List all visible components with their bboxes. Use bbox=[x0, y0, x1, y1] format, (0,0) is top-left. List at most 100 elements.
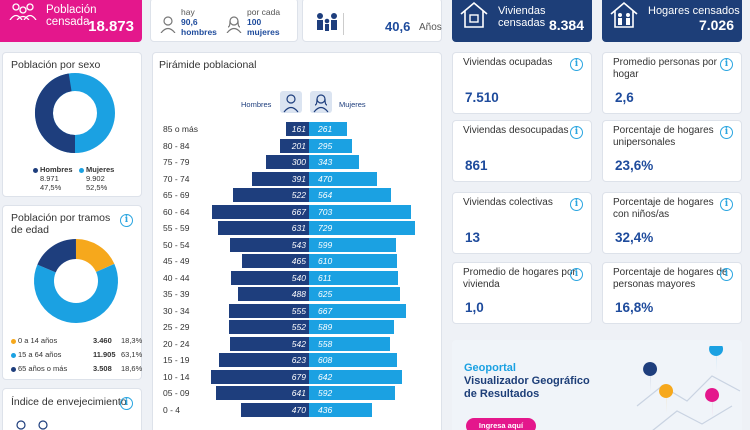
age-group-label: 60 - 64 bbox=[163, 206, 190, 217]
bar-mujeres[interactable]: 625 bbox=[309, 287, 400, 301]
stat-card: Viviendas colectivas 13 i bbox=[452, 192, 592, 254]
population-by-sex-card: Población por sexo Hombres 8.971 47,5% M… bbox=[2, 52, 142, 197]
info-icon[interactable]: i bbox=[570, 126, 583, 139]
pyramid-row: 30 - 34 555 667 bbox=[153, 303, 443, 319]
bar-mujeres[interactable]: 599 bbox=[309, 237, 396, 252]
bar-hombres[interactable]: 391 bbox=[252, 171, 309, 186]
households-card: Hogares censados 7.026 bbox=[602, 0, 742, 42]
bar-hombres[interactable]: 552 bbox=[228, 320, 309, 334]
info-icon[interactable]: i bbox=[720, 268, 733, 281]
ratio-men-value: 90,6 bbox=[181, 17, 198, 27]
legend-hombres-pct: 47,5% bbox=[40, 183, 62, 192]
bar-mujeres[interactable]: 608 bbox=[309, 353, 398, 367]
age-group-label: 50 - 54 bbox=[163, 239, 190, 250]
legend-hombres-name: Hombres bbox=[40, 165, 73, 174]
household-family-icon bbox=[610, 1, 638, 28]
dwellings-label: Viviendas censadas bbox=[498, 5, 546, 29]
age-legend-row: 65 años o más 3.508 18,6% bbox=[11, 364, 143, 373]
ratio-men-block: hay 90,6 hombres bbox=[181, 7, 217, 37]
people-group-icon bbox=[9, 3, 37, 20]
man-icon bbox=[283, 94, 299, 113]
info-icon[interactable]: i bbox=[570, 268, 583, 281]
age-group-name: 0 a 14 años bbox=[18, 336, 58, 345]
stat-value: 13 bbox=[465, 230, 481, 245]
bar-hombres[interactable]: 522 bbox=[233, 188, 309, 202]
age-group-label: 80 - 84 bbox=[163, 140, 190, 151]
aging-index-card: Índice de envejecimiento i bbox=[2, 388, 142, 430]
info-icon[interactable]: i bbox=[570, 198, 583, 211]
info-icon[interactable]: i bbox=[720, 198, 733, 211]
aging-title: Índice de envejecimiento bbox=[11, 396, 127, 408]
bar-mujeres[interactable]: 667 bbox=[309, 303, 406, 318]
geoportal-subtitle: Visualizador Geográfico bbox=[464, 375, 590, 387]
pyramid-row: 35 - 39 488 625 bbox=[153, 286, 443, 302]
donut-slice-0-14 bbox=[75, 239, 115, 273]
stat-label: Porcentaje de hogares unipersonales bbox=[613, 125, 714, 148]
pyramid-row: 40 - 44 540 611 bbox=[153, 270, 443, 286]
bar-hombres[interactable]: 300 bbox=[265, 155, 309, 169]
age-group-label: 0 - 4 bbox=[163, 404, 181, 415]
pyramid-row: 45 - 49 465 610 bbox=[153, 253, 443, 269]
bar-hombres[interactable]: 631 bbox=[217, 221, 309, 235]
bar-mujeres[interactable]: 610 bbox=[309, 254, 398, 268]
age-group-pct: 18,6% bbox=[121, 364, 143, 373]
bar-mujeres[interactable]: 436 bbox=[309, 402, 373, 417]
geoportal-banner[interactable]: Geoportal Visualizador Geográfico de Res… bbox=[452, 340, 742, 430]
bar-hombres[interactable]: 470 bbox=[240, 402, 309, 417]
info-icon[interactable]: i bbox=[120, 214, 133, 227]
bar-hombres[interactable]: 555 bbox=[228, 303, 309, 318]
bar-mujeres[interactable]: 470 bbox=[309, 171, 378, 186]
bar-mujeres[interactable]: 564 bbox=[309, 188, 391, 202]
info-icon[interactable]: i bbox=[120, 397, 133, 410]
bar-mujeres[interactable]: 642 bbox=[309, 369, 403, 384]
households-label: Hogares censados bbox=[648, 5, 740, 17]
age-group-name: 15 a 64 años bbox=[18, 350, 62, 359]
bar-mujeres[interactable]: 261 bbox=[309, 122, 347, 136]
bar-mujeres[interactable]: 558 bbox=[309, 336, 390, 351]
bar-hombres[interactable]: 542 bbox=[230, 336, 309, 351]
bar-mujeres[interactable]: 611 bbox=[309, 270, 398, 285]
info-icon[interactable]: i bbox=[720, 126, 733, 139]
geoportal-enter-button[interactable]: Ingresa aquí bbox=[466, 418, 536, 430]
age-group-label: 10 - 14 bbox=[163, 371, 190, 382]
age-group-pct: 63,1% bbox=[121, 350, 143, 359]
bar-hombres[interactable]: 623 bbox=[218, 353, 309, 367]
bar-hombres[interactable]: 679 bbox=[210, 369, 309, 384]
info-icon[interactable]: i bbox=[720, 58, 733, 71]
stat-value: 861 bbox=[465, 158, 488, 173]
bar-mujeres[interactable]: 729 bbox=[309, 221, 415, 235]
bar-hombres[interactable]: 543 bbox=[230, 237, 309, 252]
bar-mujeres[interactable]: 295 bbox=[309, 138, 352, 153]
bar-mujeres[interactable]: 592 bbox=[309, 386, 395, 400]
legend-mujeres-pct: 52,5% bbox=[86, 183, 108, 192]
stat-value: 7.510 bbox=[465, 90, 499, 105]
pyramid-row: 05 - 09 641 592 bbox=[153, 385, 443, 401]
stat-card: Porcentaje de hogares de personas mayore… bbox=[602, 262, 742, 324]
population-label: Población censada bbox=[46, 4, 97, 28]
map-pin-icon bbox=[643, 362, 658, 392]
stat-label: Promedio de hogares por vivienda bbox=[463, 267, 576, 290]
geoportal-subtitle-2: de Resultados bbox=[464, 388, 540, 400]
elderly-icon bbox=[16, 420, 48, 430]
bar-hombres[interactable]: 161 bbox=[285, 122, 309, 136]
ratio-prefix: hay bbox=[181, 7, 195, 17]
bar-hombres[interactable]: 540 bbox=[230, 270, 309, 285]
bar-hombres[interactable]: 488 bbox=[238, 287, 309, 301]
sex-chart-title: Población por sexo bbox=[11, 59, 101, 71]
info-icon[interactable]: i bbox=[570, 58, 583, 71]
stat-label: Viviendas ocupadas bbox=[463, 57, 553, 68]
ratio-per-label: por cada bbox=[247, 7, 281, 17]
stat-card: Promedio de hogares por vivienda 1,0 i bbox=[452, 262, 592, 324]
bar-mujeres[interactable]: 343 bbox=[309, 155, 359, 169]
bar-mujeres[interactable]: 703 bbox=[309, 204, 411, 219]
bar-mujeres[interactable]: 589 bbox=[309, 320, 395, 334]
bar-hombres[interactable]: 465 bbox=[241, 254, 309, 268]
bar-hombres[interactable]: 667 bbox=[212, 204, 309, 219]
ratio-men-label: hombres bbox=[181, 27, 217, 37]
bar-hombres[interactable]: 201 bbox=[279, 138, 309, 153]
stat-value: 32,4% bbox=[615, 230, 654, 245]
age-group-name: 65 años o más bbox=[18, 364, 68, 373]
population-by-age-card: Población por tramos de edad i 0 a 14 añ… bbox=[2, 205, 142, 380]
bar-hombres[interactable]: 641 bbox=[216, 386, 309, 400]
pyramid-row: 15 - 19 623 608 bbox=[153, 352, 443, 368]
